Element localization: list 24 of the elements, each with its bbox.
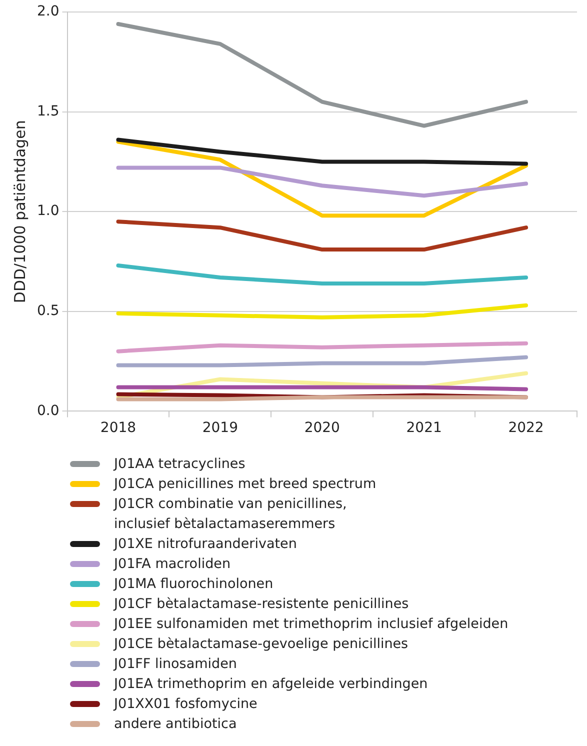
- x-tick-label: 2019: [202, 420, 238, 436]
- legend-label: J01EA trimethoprim en afgeleide verbindingen: [114, 675, 428, 694]
- y-tick-label: 0.0: [37, 402, 60, 419]
- legend-label: J01XX01 fosfomycine: [114, 695, 258, 714]
- legend-label: J01XE nitrofuraanderivaten: [114, 535, 297, 554]
- legend-label: andere antibiotica: [114, 715, 237, 734]
- legend-label: J01AA tetracyclines: [114, 455, 246, 474]
- legend-label: J01CE bètalactamase-gevoelige penicillines: [114, 635, 408, 654]
- x-tick-label: 2020: [304, 420, 340, 436]
- legend-label: J01EE sulfonamiden met trimethoprim inclusief afgeleiden: [114, 615, 508, 634]
- legend-label: J01CA penicillines met breed spectrum: [114, 475, 376, 494]
- legend-label: J01CR combinatie van penicillines, inclusief bètalactamaseremmers: [114, 495, 347, 534]
- y-tick-label: 0.5: [37, 303, 60, 320]
- y-tick-label: 1.0: [37, 203, 60, 220]
- legend-label: J01FA macroliden: [114, 555, 231, 574]
- x-tick-label: 2018: [100, 420, 136, 436]
- x-tick-label: 2022: [508, 420, 544, 436]
- y-tick-label: 1.5: [37, 103, 60, 120]
- y-axis-title: DDD/1000 patiëntdagen: [10, 120, 29, 304]
- legend-label: J01MA fluorochinolonen: [114, 575, 274, 594]
- legend-label: J01CF bètalactamase-resistente penicillines: [114, 595, 409, 614]
- y-tick-label: 2.0: [37, 4, 60, 20]
- legend-label: J01FF linosamiden: [114, 655, 237, 674]
- x-tick-label: 2021: [406, 420, 442, 436]
